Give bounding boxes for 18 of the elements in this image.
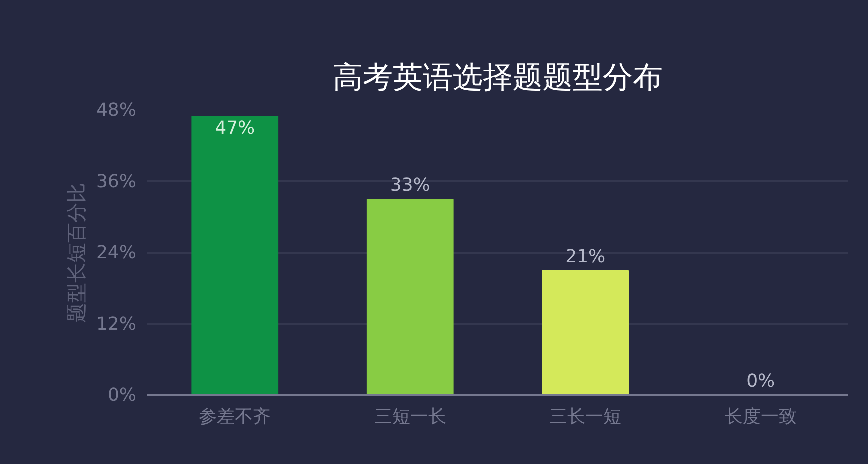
y-tick-label: 36% [96,171,137,192]
y-tick-label: 0% [108,385,137,406]
bar [542,270,630,396]
x-tick-label: 三短一长 [374,406,446,428]
data-label: 0% [746,371,776,392]
x-tick-label: 参差不齐 [199,406,272,428]
data-label: 47% [215,118,256,139]
data-label: 21% [566,246,606,268]
x-tick-label: 长度一致 [724,406,797,428]
bar [366,199,454,396]
y-tick-label: 12% [96,314,137,335]
data-label: 33% [390,175,430,196]
x-tick-label: 三长一短 [550,406,622,428]
chart-title: 高考英语选择题题型分布 [333,60,663,96]
bar [192,116,279,396]
y-axis-title: 题型长短百分比 [64,183,88,323]
y-tick-label: 24% [96,242,137,264]
y-tick-label: 48% [96,100,137,121]
